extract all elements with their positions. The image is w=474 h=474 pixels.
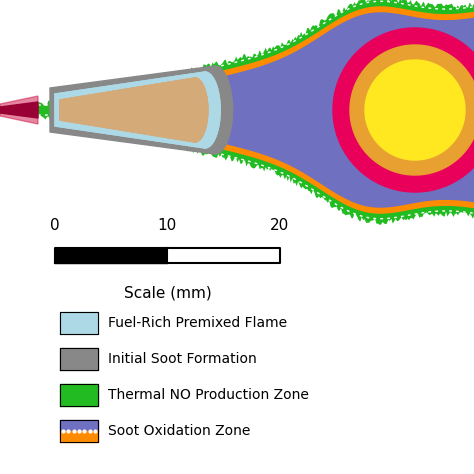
Text: Thermal NO Production Zone: Thermal NO Production Zone (108, 388, 309, 402)
Polygon shape (38, 6, 474, 214)
Text: Fuel-Rich Premixed Flame: Fuel-Rich Premixed Flame (108, 316, 287, 330)
Polygon shape (38, 12, 474, 208)
Polygon shape (55, 72, 220, 148)
Polygon shape (350, 45, 474, 175)
Text: Initial Soot Formation: Initial Soot Formation (108, 352, 257, 366)
Text: Soot Oxidation Zone: Soot Oxidation Zone (108, 424, 250, 438)
Polygon shape (55, 72, 220, 148)
Polygon shape (60, 78, 208, 142)
Polygon shape (333, 28, 474, 192)
Polygon shape (60, 78, 208, 142)
Polygon shape (0, 96, 38, 124)
Text: Scale (mm): Scale (mm) (124, 285, 211, 300)
Polygon shape (38, 0, 474, 225)
Polygon shape (50, 66, 233, 154)
Polygon shape (60, 78, 208, 142)
Polygon shape (0, 102, 38, 118)
Text: 20: 20 (270, 218, 290, 233)
Polygon shape (365, 60, 465, 160)
Text: 10: 10 (157, 218, 177, 233)
Text: 0: 0 (50, 218, 60, 233)
